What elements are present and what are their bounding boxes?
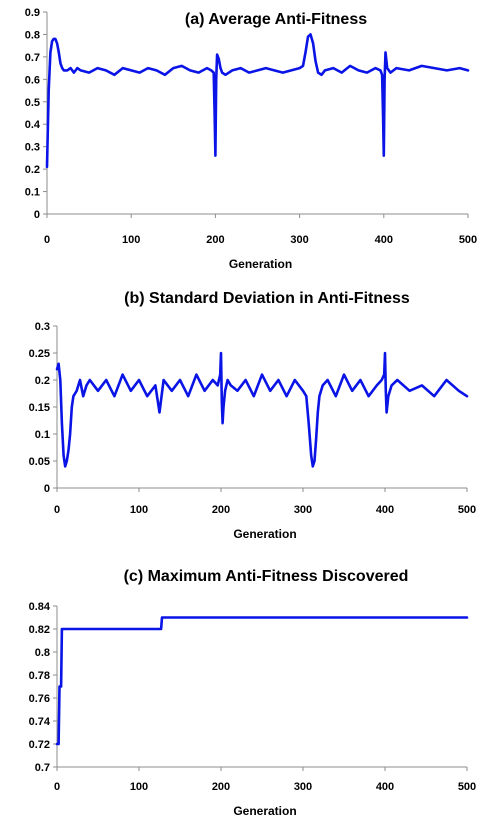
chart-maximum-anti-fitness: 0.7 0.72 0.74 0.76 0.78 0.8 0.82 0.84 0 100 200 300… <box>29 568 477 818</box>
y-tick-label: 0.74 <box>29 716 51 728</box>
y-tick-label: 0.15 <box>29 402 50 414</box>
x-axis-label: Generation <box>233 527 296 541</box>
x-tick-label: 500 <box>458 781 476 793</box>
y-tick-label: 0.82 <box>29 624 50 636</box>
x-tick-label: 100 <box>122 234 140 246</box>
y-tick-label: 0 <box>44 483 50 495</box>
x-tick-label: 500 <box>459 234 477 246</box>
x-tick-label: 0 <box>44 234 50 246</box>
y-tick-label: 0.76 <box>29 693 50 705</box>
x-tick-label: 0 <box>54 504 60 516</box>
y-tick-label: 0 <box>34 209 40 221</box>
y-tick-label: 0.5 <box>25 97 40 109</box>
y-tick-label: 0.1 <box>35 429 50 441</box>
x-tick-label: 0 <box>54 781 60 793</box>
y-tick-label: 0.72 <box>29 739 50 751</box>
y-tick-label: 0.3 <box>35 321 50 333</box>
x-tick-label: 100 <box>130 781 148 793</box>
y-tick-label: 0.8 <box>35 647 50 659</box>
y-tick-label: 0.7 <box>35 762 50 774</box>
y-tick-label: 0.1 <box>25 187 40 199</box>
x-tick-label: 400 <box>376 781 394 793</box>
y-tick-label: 0.05 <box>29 456 50 468</box>
x-tick-label: 200 <box>206 234 224 246</box>
y-tick-label: 0.9 <box>25 7 40 19</box>
x-axis-label: Generation <box>233 804 296 818</box>
chart-standard-deviation: 0 0.05 0.1 0.15 0.2 0.25 0.3 0 100 200 300 400 500 (b… <box>29 290 477 541</box>
y-tick-label: 0.4 <box>25 119 41 131</box>
x-tick-label: 400 <box>376 504 394 516</box>
x-tick-label: 400 <box>375 234 393 246</box>
y-tick-label: 0.6 <box>25 74 40 86</box>
x-tick-label: 200 <box>212 504 230 516</box>
y-tick-label: 0.25 <box>29 348 50 360</box>
series-line <box>55 616 469 746</box>
chart-title: (b) Standard Deviation in Anti-Fitness <box>124 290 410 307</box>
y-tick-label: 0.2 <box>25 164 40 176</box>
x-tick-label: 500 <box>458 504 476 516</box>
x-tick-label: 100 <box>130 504 148 516</box>
chart-title: (c) Maximum Anti-Fitness Discovered <box>124 568 409 585</box>
series-line <box>45 33 470 169</box>
x-tick-label: 300 <box>290 234 308 246</box>
y-tick-label: 0.7 <box>25 52 40 64</box>
x-tick-label: 300 <box>294 781 312 793</box>
chart-average-anti-fitness: 0 0.1 0.2 0.3 0.4 0.5 0.6 0.7 0.8 0.9 0 100 200 300 40… <box>25 7 477 271</box>
y-tick-label: 0.3 <box>25 142 40 154</box>
series-line <box>55 351 469 468</box>
y-tick-label: 0.2 <box>35 375 50 387</box>
y-tick-label: 0.8 <box>25 29 40 41</box>
chart-title: (a) Average Anti-Fitness <box>185 11 367 28</box>
x-tick-label: 300 <box>294 504 312 516</box>
y-tick-label: 0.78 <box>29 670 50 682</box>
x-axis-label: Generation <box>229 257 292 271</box>
y-tick-label: 0.84 <box>29 601 51 613</box>
x-tick-label: 200 <box>212 781 230 793</box>
